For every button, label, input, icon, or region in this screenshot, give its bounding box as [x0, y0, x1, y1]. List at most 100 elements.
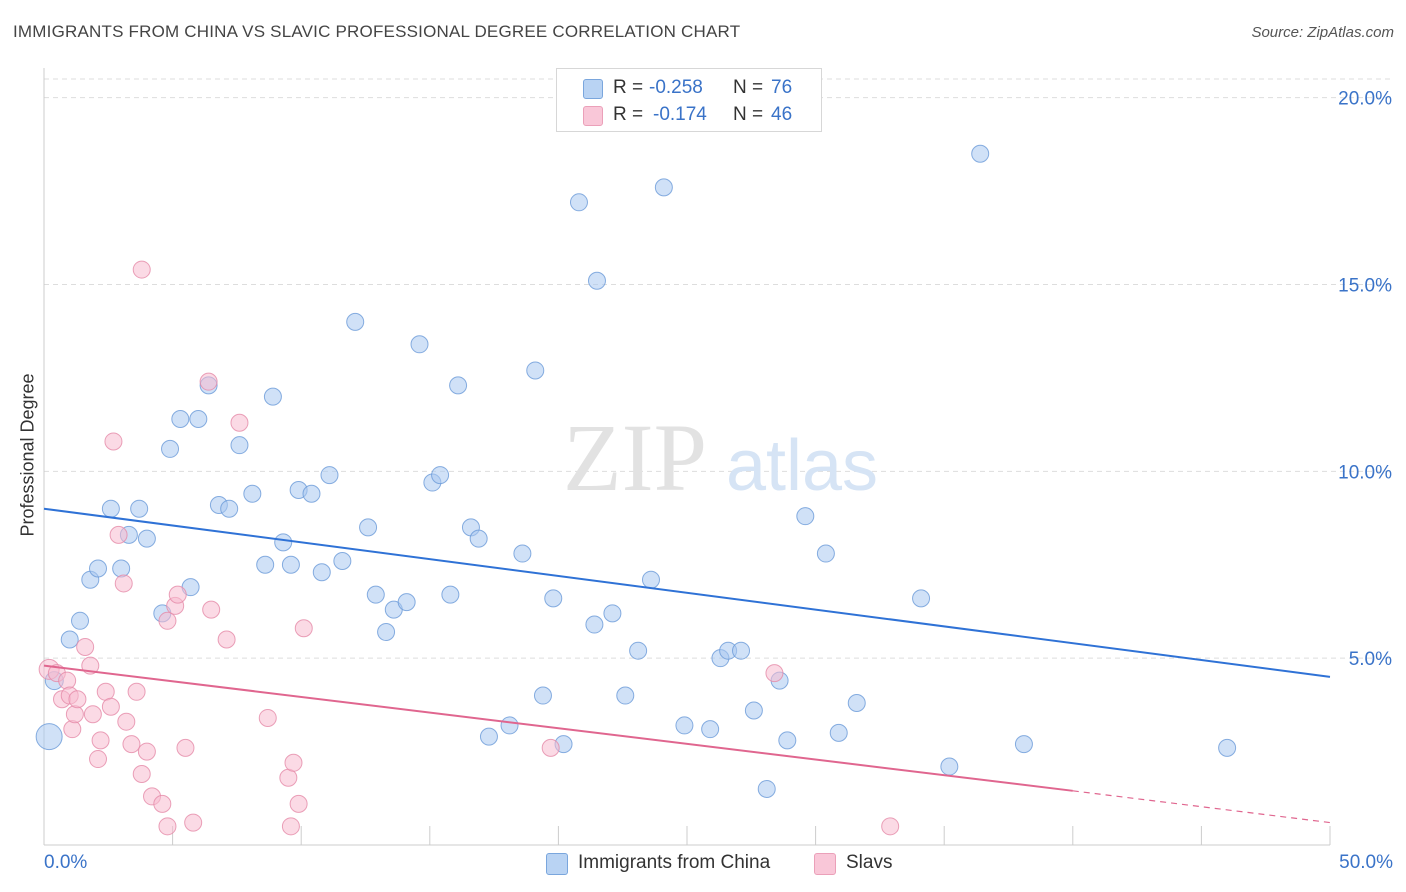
china-point: [230, 436, 249, 455]
slavs-swatch-icon: [583, 106, 603, 126]
legend-r-label: R =: [613, 77, 644, 98]
china-point: [366, 585, 385, 604]
bottom-legend-label: Immigrants from China: [578, 852, 771, 873]
china-point: [274, 533, 293, 552]
legend-r-label: R =: [613, 104, 644, 125]
china-point: [796, 507, 815, 526]
china-point: [441, 585, 460, 604]
china-point: [744, 701, 763, 720]
slavs-point: [114, 574, 133, 593]
slavs-point: [202, 600, 221, 619]
china-point: [359, 518, 378, 537]
slavs-point: [83, 705, 102, 724]
y-tick-label: 10.0%: [1338, 462, 1392, 483]
china-point: [256, 555, 275, 574]
china-point: [526, 361, 545, 380]
bottom-legend-label: Slavs: [846, 852, 893, 873]
slavs-point: [137, 742, 156, 761]
china-point: [603, 604, 622, 623]
watermark-zip: ZIP: [563, 404, 707, 511]
slavs-point: [153, 794, 172, 813]
trend-layer: [43, 507, 1331, 824]
china-point: [377, 623, 396, 642]
china-point: [675, 716, 694, 735]
china-point: [778, 731, 797, 750]
china-point: [940, 757, 959, 776]
x-axis-max-label: 50.0%: [1339, 852, 1393, 873]
china-point: [89, 559, 108, 578]
china-point: [220, 499, 239, 518]
slavs-point: [168, 585, 187, 604]
slavs-point: [289, 794, 308, 813]
slavs-point: [109, 525, 128, 544]
china-point: [544, 589, 563, 608]
slavs-point: [258, 708, 277, 727]
legend-n-value: 76: [771, 77, 793, 98]
slavs-point: [281, 817, 300, 836]
china-point: [449, 376, 468, 395]
china-point: [479, 727, 498, 746]
china-point: [732, 641, 751, 660]
y-tick-labels: 5.0% 10.0% 15.0% 20.0%: [1338, 89, 1392, 670]
slavs-point: [58, 671, 77, 690]
slavs-point: [294, 619, 313, 638]
y-tick-label: 5.0%: [1349, 649, 1392, 670]
legend-n-value: 46: [771, 104, 793, 125]
slavs-point: [117, 712, 136, 731]
china-point: [847, 694, 866, 713]
china-point: [346, 312, 365, 331]
slavs-point: [63, 720, 82, 739]
slavs-point: [158, 611, 177, 630]
china-point: [513, 544, 532, 563]
china-point: [569, 193, 588, 212]
points-layer: [35, 144, 1237, 836]
slavs-point: [217, 630, 236, 649]
china-point: [616, 686, 635, 705]
china-point: [171, 410, 190, 429]
china-point: [302, 484, 321, 503]
y-axis-label: Professional Degree: [17, 373, 38, 537]
watermark-atlas: atlas: [726, 426, 878, 506]
china-point: [189, 410, 208, 429]
slavs-point: [199, 372, 218, 391]
china-point: [816, 544, 835, 563]
china-point: [312, 563, 331, 582]
slavs-point: [279, 768, 298, 787]
china-point: [585, 615, 604, 634]
slavs-point: [184, 813, 203, 832]
slavs-point: [765, 664, 784, 683]
slavs-point: [104, 432, 123, 451]
slavs-point: [91, 731, 110, 750]
china-point: [829, 723, 848, 742]
china-swatch-icon: [583, 79, 603, 99]
china-point: [320, 466, 339, 485]
china-point: [500, 716, 519, 735]
slavs-point: [541, 738, 560, 757]
china-trend-line: [43, 507, 1331, 678]
china-point: [410, 335, 429, 354]
china-point: [912, 589, 931, 608]
china-point: [101, 499, 120, 518]
slavs-point: [65, 705, 84, 724]
slavs-point: [132, 260, 151, 279]
china-point: [629, 641, 648, 660]
china-point: [333, 552, 352, 571]
slavs-point: [158, 817, 177, 836]
china-point: [533, 686, 552, 705]
china-point: [130, 499, 149, 518]
china-point: [35, 723, 63, 751]
china-point: [654, 178, 673, 197]
slavs-point: [127, 682, 146, 701]
slavs-point: [101, 697, 120, 716]
watermark: ZIP atlas: [563, 404, 878, 511]
slavs-point: [176, 738, 195, 757]
china-point: [137, 529, 156, 548]
china-point: [757, 779, 776, 798]
china-point: [60, 630, 79, 649]
slavs-point: [76, 637, 95, 656]
china-point: [587, 271, 606, 290]
slavs-point: [881, 817, 900, 836]
grid-layer: [44, 78, 1392, 659]
china-point: [263, 387, 282, 406]
